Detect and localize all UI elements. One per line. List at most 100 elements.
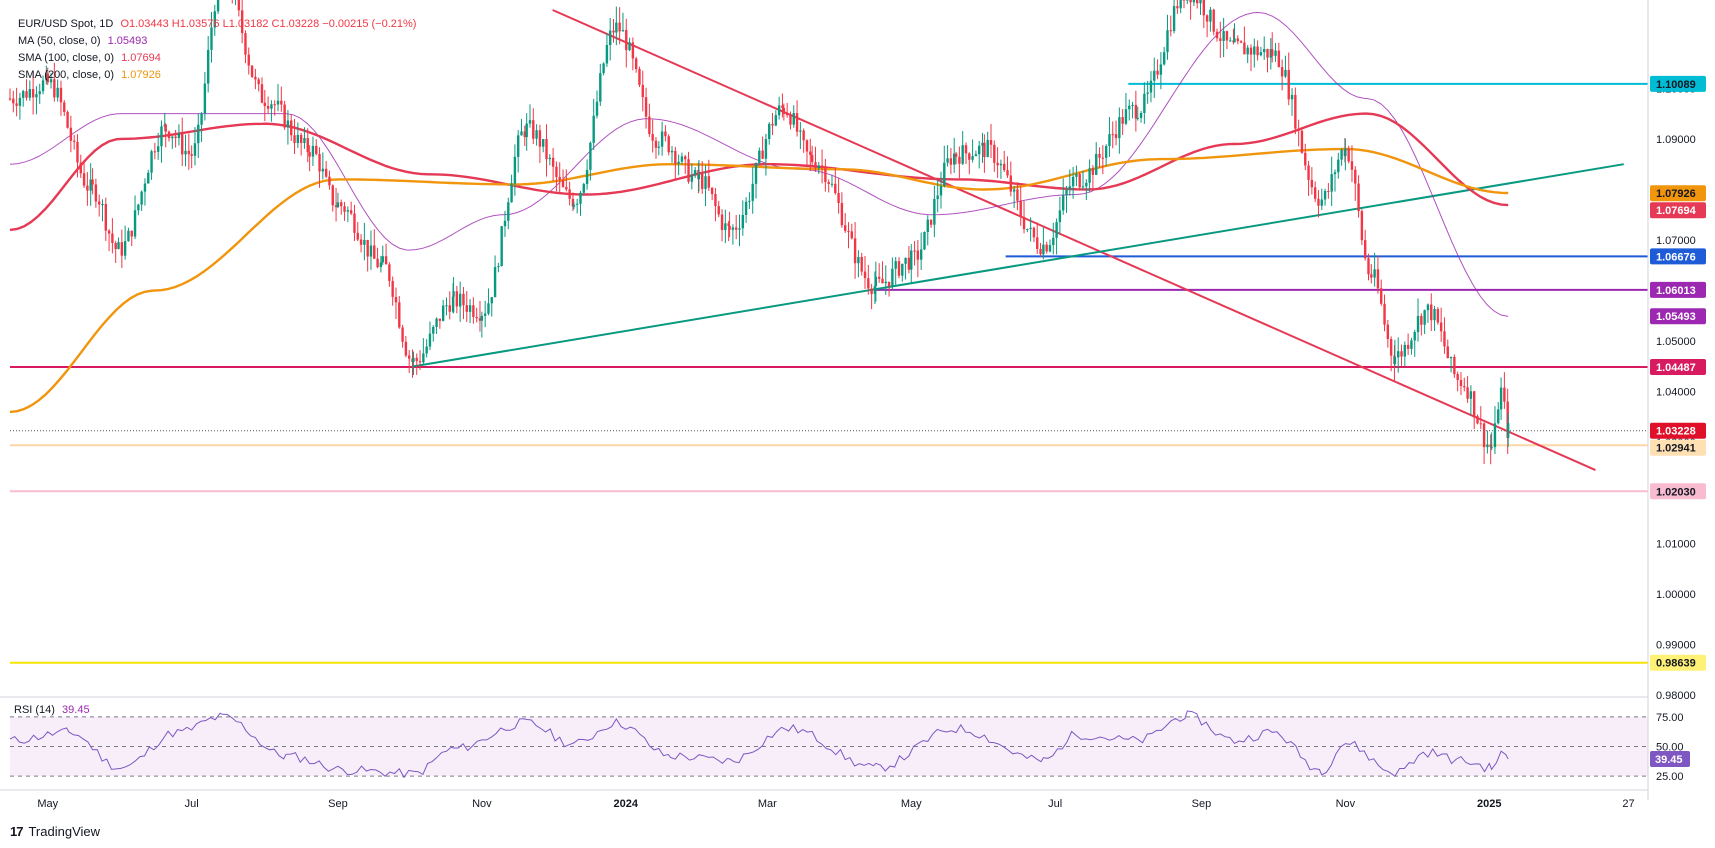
candle-body	[1124, 109, 1128, 124]
candle-body	[1045, 244, 1048, 252]
candle-body	[318, 153, 321, 172]
candle-body	[651, 134, 654, 141]
candle-body	[203, 83, 207, 114]
candle-body	[771, 123, 774, 126]
candle-body	[1209, 9, 1212, 22]
candle-body	[1039, 248, 1042, 255]
candle-body	[356, 232, 359, 240]
candle-body	[799, 130, 802, 132]
candle-body	[366, 239, 369, 257]
candle-body	[216, 0, 220, 12]
candle-body	[334, 205, 338, 208]
candle-body	[1472, 391, 1476, 417]
candle-body	[8, 98, 12, 100]
moving-average-line	[9, 147, 1509, 414]
candle-body	[1055, 222, 1058, 238]
candle-body	[674, 150, 677, 164]
candle-body	[582, 184, 585, 193]
rsi-level-label: 75.00	[1656, 712, 1684, 724]
candle-body	[555, 166, 558, 177]
candle-body	[1172, 6, 1176, 32]
y-tick-label: 1.00000	[1656, 589, 1696, 601]
rsi-value: 39.45	[62, 704, 90, 716]
candle-body	[983, 142, 986, 158]
candle-body	[213, 11, 216, 28]
candle-body	[22, 91, 25, 98]
candle-body	[820, 165, 824, 167]
candle-body	[197, 124, 200, 144]
price-label-badge	[1650, 281, 1706, 298]
candle-body	[641, 84, 644, 98]
candle-body	[648, 116, 651, 135]
candle-body	[1433, 308, 1436, 321]
candle-body	[1131, 104, 1134, 106]
candle-body	[296, 134, 300, 144]
candle-body	[510, 183, 513, 203]
candle-body	[1048, 245, 1052, 252]
candle-body	[621, 30, 625, 32]
candle-body	[174, 136, 177, 139]
trendline	[413, 163, 1624, 368]
candle-body	[280, 100, 283, 105]
candle-body	[731, 227, 735, 230]
candle-body	[575, 203, 579, 205]
candle-body	[1274, 50, 1277, 56]
candle-body	[810, 154, 814, 163]
candle-body	[1456, 374, 1459, 381]
rsi-legend[interactable]: RSI (14) 39.45	[14, 704, 90, 716]
y-tick-label: 1.04000	[1656, 387, 1696, 399]
candle-body	[824, 166, 827, 183]
candle-body	[293, 135, 296, 144]
indicator-legend-sma100[interactable]: SMA (100, close, 0) 1.07694	[18, 52, 161, 64]
candle-body	[572, 204, 576, 207]
candle-body	[644, 97, 648, 117]
candle-body	[1081, 186, 1085, 188]
candle-body	[585, 169, 589, 185]
candle-body	[1253, 46, 1256, 55]
candle-body	[1320, 199, 1323, 206]
candle-body	[1327, 190, 1330, 192]
branding[interactable]: 17 TradingView	[10, 824, 100, 839]
candle-body	[1446, 346, 1449, 359]
indicator-legend-ma50[interactable]: MA (50, close, 0) 1.05493	[18, 35, 147, 47]
candle-body	[206, 49, 210, 84]
candle-body	[1453, 356, 1456, 375]
candle-body	[1016, 189, 1019, 201]
candle-body	[18, 97, 22, 106]
candle-body	[483, 313, 487, 316]
candle-body	[384, 256, 388, 265]
candle-body	[910, 250, 913, 270]
candle-body	[1430, 304, 1433, 321]
candle-body	[210, 27, 213, 50]
indicator-legend-sma200[interactable]: SMA (200, close, 0) 1.07926	[18, 69, 161, 81]
candle-body	[56, 87, 59, 98]
candle-body	[123, 241, 127, 256]
candle-body	[321, 168, 325, 172]
ohlc-legend: EUR/USD Spot, 1D O1.03443 H1.03576 L1.03…	[18, 18, 416, 30]
candle-body	[1493, 423, 1497, 448]
candle-body	[324, 168, 328, 177]
time-axis[interactable]: May Jul Sep Nov 2024 Mar May Jul Sep Nov 2025 27	[0, 789, 1648, 810]
candle-body	[561, 179, 565, 187]
candle-body	[837, 193, 840, 204]
candle-body	[857, 256, 860, 264]
x-tick-label: Sep	[328, 798, 348, 810]
candle-body	[764, 139, 768, 159]
candle-body	[891, 268, 894, 287]
candle-body	[751, 183, 754, 201]
candle-body	[82, 173, 86, 186]
candle-body	[12, 98, 15, 104]
candle-body	[1176, 6, 1179, 9]
candle-body	[954, 153, 958, 157]
candle-body	[398, 302, 401, 328]
candle-body	[802, 130, 805, 141]
candle-body	[1166, 30, 1169, 53]
price-label-badge	[1650, 359, 1706, 376]
candle-body	[1333, 172, 1337, 175]
price-axis[interactable]: 1.100001.090001.080001.070001.060001.050…	[1647, 0, 1706, 800]
candle-body	[939, 185, 943, 196]
candle-body	[1344, 148, 1347, 157]
candle-body	[1443, 331, 1446, 347]
candle-body	[1153, 70, 1156, 81]
